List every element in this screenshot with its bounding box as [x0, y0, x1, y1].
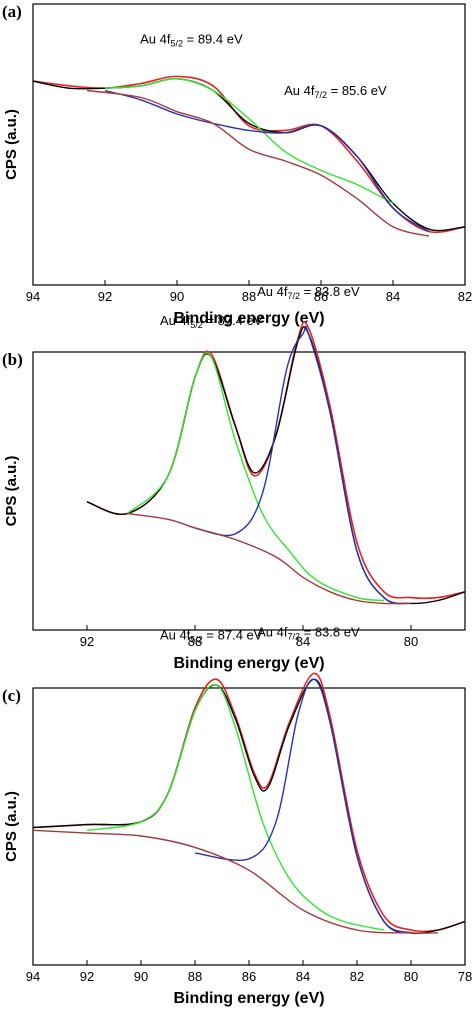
series-envelope-line [32, 78, 466, 232]
peak-annotation: Au 4f5/2 = 87.4 eV [160, 313, 263, 330]
x-tick-label: 86 [314, 289, 328, 304]
x-tick-label: 90 [134, 969, 148, 984]
panel-label: (b) [2, 350, 23, 369]
x-tick-label: 80 [404, 634, 418, 649]
series-peak-low-line [104, 89, 430, 233]
x-axis-label: Binding energy (eV) [173, 990, 324, 1007]
x-axis-label: Binding energy (eV) [173, 655, 324, 672]
panel-label: (c) [2, 686, 21, 705]
peak-annotation: Au 4f5/2 = 87.4 eV [160, 627, 263, 644]
panel-label: (a) [2, 2, 22, 21]
x-tick-label: 92 [80, 969, 94, 984]
x-tick-label: 80 [404, 969, 418, 984]
x-tick-label: 92 [80, 634, 94, 649]
chart-panel-c: (c) CPS (a.u.) Binding energy (eV) 94 92 90 88… [2, 625, 472, 1008]
series-peak-high-line [104, 78, 394, 204]
series-background-line [32, 829, 439, 934]
x-tick-label: 86 [242, 969, 256, 984]
chart-panel-b: (b) CPS (a.u.) Binding energy (eV) 92 88 84 80… [2, 284, 466, 672]
x-tick-label: 94 [26, 289, 40, 304]
series-envelope-line [32, 678, 466, 935]
series-background-line [86, 89, 430, 237]
x-tick-label: 84 [296, 969, 310, 984]
peak-annotation: Au 4f5/2 = 89.4 eV [140, 32, 243, 49]
plot-frame [32, 3, 466, 286]
series-background-line [127, 512, 412, 605]
plot-frame [32, 351, 466, 631]
series-raw-line [32, 672, 466, 933]
x-tick-label: 92 [98, 289, 112, 304]
y-axis-label: CPS (a.u.) [3, 109, 20, 180]
x-tick-label: 88 [188, 969, 202, 984]
x-tick-label: 78 [458, 969, 472, 984]
peak-annotation: Au 4f7/2 = 83.8 eV [257, 625, 360, 642]
x-tick-label: 84 [386, 289, 400, 304]
chart-panel-a: (a) CPS (a.u.) Binding energy (eV) 94 92 90 88… [2, 2, 472, 327]
series-raw-line [32, 75, 466, 234]
x-tick-label: 94 [26, 969, 40, 984]
series-envelope-line [86, 326, 466, 605]
x-tick-label: 88 [242, 289, 256, 304]
series-peak-low-line [194, 678, 412, 934]
series-peak-low-line [194, 325, 412, 605]
x-tick-label: 82 [458, 289, 472, 304]
peak-annotation: Au 4f7/2 = 85.6 eV [284, 83, 387, 100]
plot-frame [32, 687, 466, 966]
y-axis-label: CPS (a.u.) [3, 456, 20, 527]
x-tick-label: 82 [350, 969, 364, 984]
peak-annotation: Au 4f7/2 = 83.8 eV [257, 284, 360, 301]
y-axis-label: CPS (a.u.) [3, 791, 20, 862]
x-tick-label: 90 [170, 289, 184, 304]
x-tick-label: 88 [188, 634, 202, 649]
series-peak-high-line [127, 352, 385, 602]
series-peak-high-line [86, 683, 385, 931]
x-axis-label: Binding energy (eV) [173, 310, 324, 327]
x-tick-label: 84 [296, 634, 310, 649]
